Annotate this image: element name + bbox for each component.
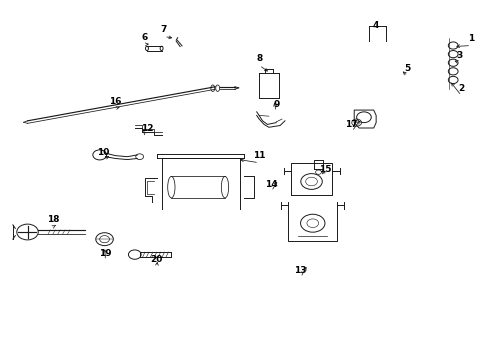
Text: 7: 7	[161, 25, 167, 34]
Text: 5: 5	[404, 64, 410, 73]
Text: 11: 11	[252, 151, 265, 160]
Text: 19: 19	[99, 249, 112, 258]
Text: 3: 3	[455, 51, 461, 60]
Text: 16: 16	[109, 96, 122, 105]
Text: 18: 18	[47, 215, 60, 224]
Text: 2: 2	[457, 84, 464, 93]
Text: 8: 8	[256, 54, 262, 63]
Text: 13: 13	[294, 266, 306, 275]
Text: 17: 17	[345, 120, 357, 129]
Text: 9: 9	[272, 100, 279, 109]
Text: 20: 20	[150, 255, 163, 264]
Text: 14: 14	[264, 180, 277, 189]
Text: 1: 1	[467, 34, 473, 43]
Text: 15: 15	[318, 165, 330, 174]
Text: 6: 6	[141, 33, 147, 42]
Text: 10: 10	[97, 148, 109, 157]
Text: 12: 12	[141, 123, 153, 132]
Text: 4: 4	[372, 21, 379, 30]
